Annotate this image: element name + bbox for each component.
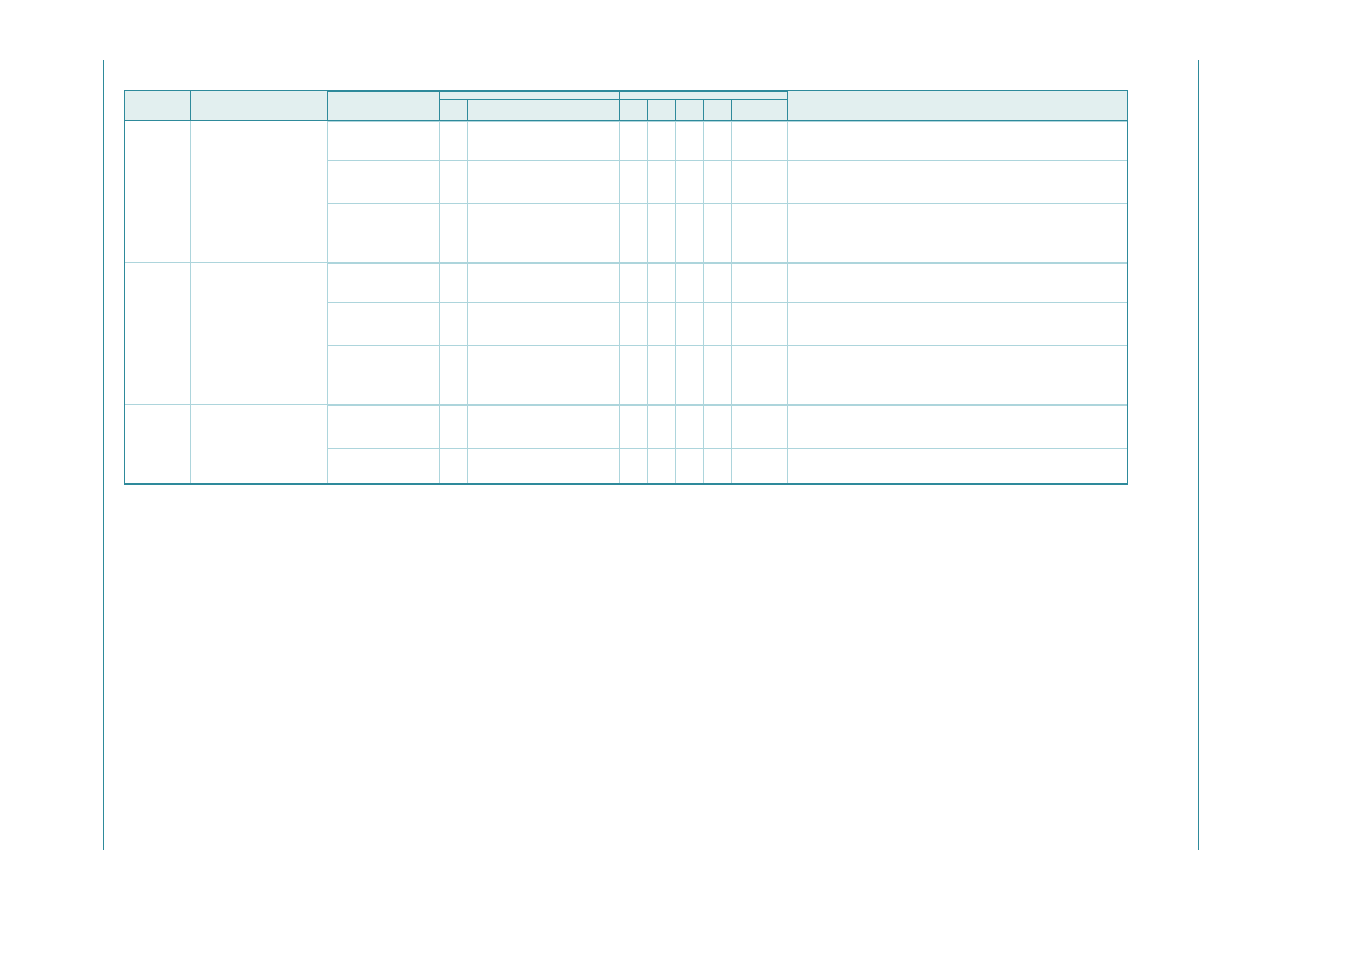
- cell: [440, 204, 468, 263]
- cell: [732, 346, 788, 405]
- cell: [732, 122, 788, 161]
- header-leaf-5: [468, 100, 620, 121]
- cell: [620, 122, 648, 161]
- header-leaf-9: [704, 100, 732, 121]
- cell: [191, 263, 328, 405]
- header-sub-group-4-5: [440, 92, 620, 100]
- cell: [648, 161, 676, 204]
- cell: [328, 303, 440, 346]
- cell: [440, 264, 468, 303]
- cell: [676, 346, 704, 405]
- cell: [648, 406, 676, 449]
- header-leaf-8: [676, 100, 704, 121]
- cell: [440, 161, 468, 204]
- header-sub-col-3: [328, 92, 440, 121]
- cell: [328, 161, 440, 204]
- cell: [676, 122, 704, 161]
- cell: [440, 303, 468, 346]
- cell: [468, 204, 620, 263]
- data-table: [124, 90, 1128, 485]
- cell: [788, 449, 1128, 485]
- cell: [191, 405, 328, 485]
- cell: [468, 161, 620, 204]
- cell: [440, 406, 468, 449]
- cell: [620, 346, 648, 405]
- cell: [620, 264, 648, 303]
- cell: [676, 406, 704, 449]
- cell: [704, 406, 732, 449]
- cell: [676, 264, 704, 303]
- cell: [440, 122, 468, 161]
- cell: [732, 303, 788, 346]
- cell: [704, 264, 732, 303]
- header-col-1: [125, 91, 191, 121]
- cell: [648, 449, 676, 485]
- cell: [648, 204, 676, 263]
- cell: [648, 264, 676, 303]
- group-label: [125, 405, 191, 485]
- cell: [328, 406, 440, 449]
- cell: [704, 122, 732, 161]
- cell: [468, 449, 620, 485]
- cell: [788, 204, 1128, 263]
- cell: [440, 449, 468, 485]
- cell: [440, 346, 468, 405]
- cell: [788, 264, 1128, 303]
- header-leaf-4: [440, 100, 468, 121]
- cell: [788, 406, 1128, 449]
- cell: [788, 122, 1128, 161]
- cell: [328, 264, 440, 303]
- cell: [704, 346, 732, 405]
- header-col-2: [191, 91, 328, 121]
- cell: [328, 346, 440, 405]
- cell: [676, 161, 704, 204]
- page-frame-right: [1198, 60, 1199, 850]
- cell: [468, 346, 620, 405]
- cell: [191, 121, 328, 263]
- cell: [648, 122, 676, 161]
- cell: [704, 161, 732, 204]
- page: [0, 0, 1351, 954]
- cell: [468, 406, 620, 449]
- cell: [468, 303, 620, 346]
- cell: [468, 122, 620, 161]
- header-sub-group-6-10: [620, 92, 788, 100]
- cell: [788, 161, 1128, 204]
- cell: [704, 449, 732, 485]
- cell: [732, 204, 788, 263]
- cell: [648, 346, 676, 405]
- header-leaf-10: [732, 100, 788, 121]
- cell: [620, 204, 648, 263]
- cell: [676, 204, 704, 263]
- cell: [620, 161, 648, 204]
- group-label: [125, 121, 191, 263]
- cell: [788, 346, 1128, 405]
- cell: [328, 449, 440, 485]
- cell: [328, 122, 440, 161]
- cell: [620, 449, 648, 485]
- cell: [732, 161, 788, 204]
- cell: [732, 449, 788, 485]
- header-col-11: [788, 91, 1128, 121]
- cell: [648, 303, 676, 346]
- header-leaf-7: [648, 100, 676, 121]
- cell: [732, 264, 788, 303]
- header-leaf-6: [620, 100, 648, 121]
- cell: [676, 303, 704, 346]
- cell: [704, 204, 732, 263]
- page-frame-left: [103, 60, 104, 850]
- cell: [620, 303, 648, 346]
- cell: [732, 406, 788, 449]
- cell: [328, 204, 440, 263]
- cell: [468, 264, 620, 303]
- group-label: [125, 263, 191, 405]
- cell: [676, 449, 704, 485]
- cell: [620, 406, 648, 449]
- cell: [704, 303, 732, 346]
- cell: [788, 303, 1128, 346]
